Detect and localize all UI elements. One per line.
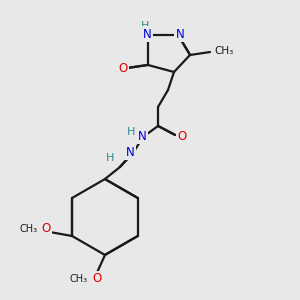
Text: CH₃: CH₃	[214, 46, 234, 56]
Text: O: O	[92, 272, 102, 286]
Text: O: O	[118, 61, 127, 74]
Text: H: H	[106, 153, 114, 163]
Text: CH₃: CH₃	[70, 274, 88, 284]
Text: N: N	[142, 28, 152, 40]
Text: N: N	[176, 28, 184, 40]
Text: N: N	[138, 130, 146, 142]
Text: O: O	[41, 223, 51, 236]
Text: H: H	[141, 21, 149, 31]
Text: CH₃: CH₃	[19, 224, 37, 234]
Text: H: H	[127, 127, 135, 137]
Text: O: O	[177, 130, 187, 142]
Text: N: N	[126, 146, 134, 158]
